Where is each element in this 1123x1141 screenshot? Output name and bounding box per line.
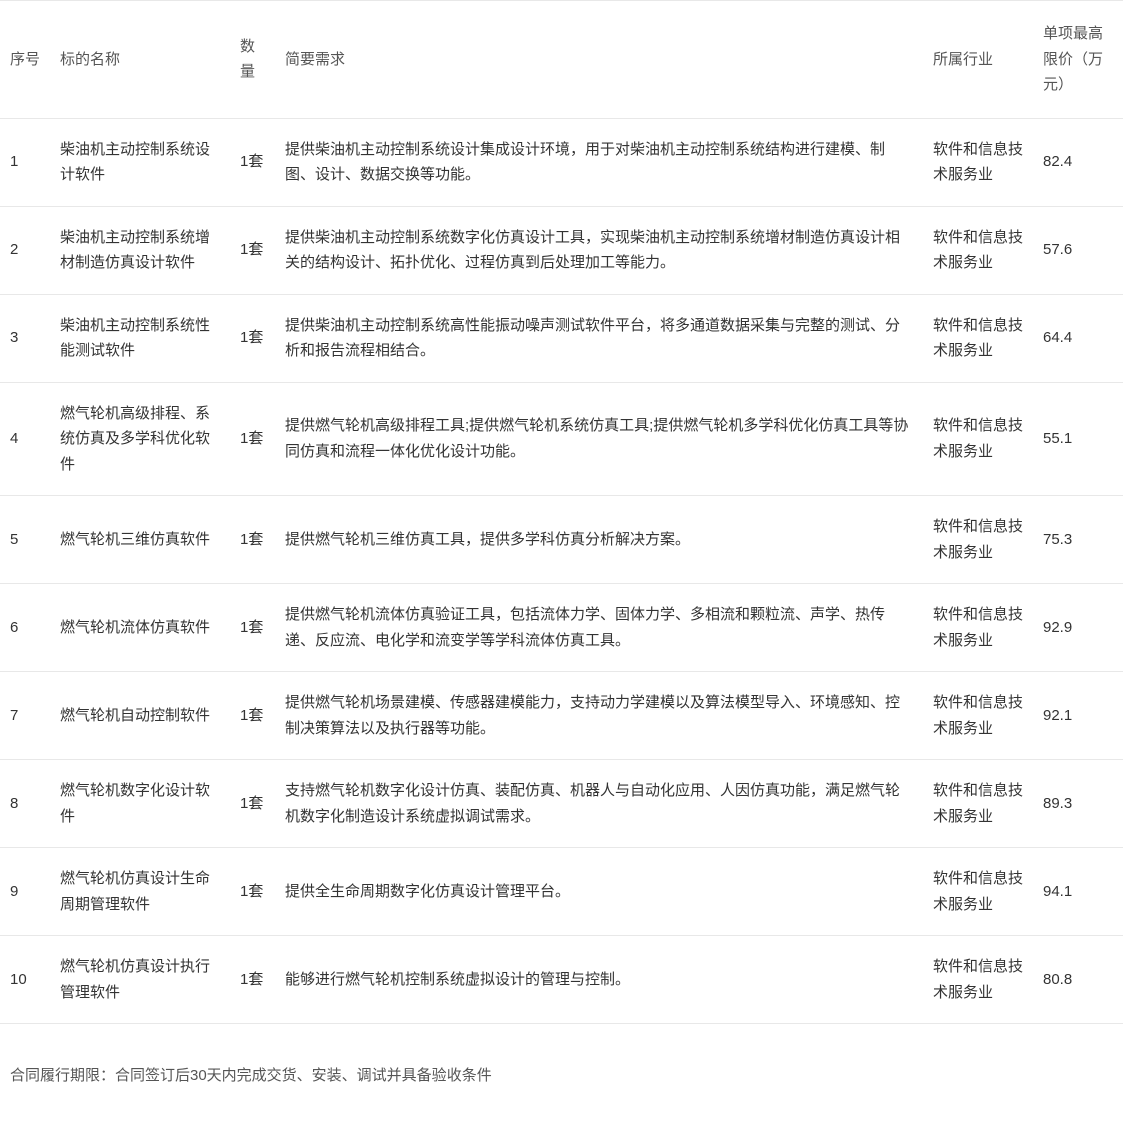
- cell-qty: 1套: [230, 848, 275, 936]
- cell-name: 燃气轮机仿真设计生命周期管理软件: [50, 848, 230, 936]
- cell-req: 提供柴油机主动控制系统高性能振动噪声测试软件平台，将多通道数据采集与完整的测试、…: [275, 294, 923, 382]
- cell-qty: 1套: [230, 584, 275, 672]
- cell-name: 燃气轮机流体仿真软件: [50, 584, 230, 672]
- cell-price: 82.4: [1033, 118, 1123, 206]
- procurement-items-table: 序号 标的名称 数量 简要需求 所属行业 单项最高限价（万元） 1柴油机主动控制…: [0, 0, 1123, 1024]
- col-header-price: 单项最高限价（万元）: [1033, 1, 1123, 119]
- cell-name: 燃气轮机三维仿真软件: [50, 496, 230, 584]
- table-row: 7燃气轮机自动控制软件1套提供燃气轮机场景建模、传感器建模能力，支持动力学建模以…: [0, 672, 1123, 760]
- table-row: 5燃气轮机三维仿真软件1套提供燃气轮机三维仿真工具，提供多学科仿真分析解决方案。…: [0, 496, 1123, 584]
- cell-qty: 1套: [230, 672, 275, 760]
- cell-price: 64.4: [1033, 294, 1123, 382]
- col-header-qty: 数量: [230, 1, 275, 119]
- cell-price: 75.3: [1033, 496, 1123, 584]
- cell-seq: 9: [0, 848, 50, 936]
- table-row: 1柴油机主动控制系统设计软件1套提供柴油机主动控制系统设计集成设计环境，用于对柴…: [0, 118, 1123, 206]
- table-header-row: 序号 标的名称 数量 简要需求 所属行业 单项最高限价（万元）: [0, 1, 1123, 119]
- cell-seq: 3: [0, 294, 50, 382]
- cell-industry: 软件和信息技术服务业: [923, 584, 1033, 672]
- cell-industry: 软件和信息技术服务业: [923, 206, 1033, 294]
- cell-qty: 1套: [230, 760, 275, 848]
- cell-industry: 软件和信息技术服务业: [923, 848, 1033, 936]
- cell-qty: 1套: [230, 294, 275, 382]
- table-row: 4燃气轮机高级排程、系统仿真及多学科优化软件1套提供燃气轮机高级排程工具;提供燃…: [0, 382, 1123, 496]
- table-row: 10燃气轮机仿真设计执行管理软件1套能够进行燃气轮机控制系统虚拟设计的管理与控制…: [0, 936, 1123, 1024]
- table-body: 1柴油机主动控制系统设计软件1套提供柴油机主动控制系统设计集成设计环境，用于对柴…: [0, 118, 1123, 1024]
- cell-name: 燃气轮机数字化设计软件: [50, 760, 230, 848]
- cell-industry: 软件和信息技术服务业: [923, 382, 1033, 496]
- cell-req: 提供柴油机主动控制系统数字化仿真设计工具，实现柴油机主动控制系统增材制造仿真设计…: [275, 206, 923, 294]
- cell-industry: 软件和信息技术服务业: [923, 496, 1033, 584]
- cell-qty: 1套: [230, 496, 275, 584]
- cell-price: 57.6: [1033, 206, 1123, 294]
- cell-qty: 1套: [230, 382, 275, 496]
- cell-industry: 软件和信息技术服务业: [923, 672, 1033, 760]
- cell-seq: 8: [0, 760, 50, 848]
- cell-name: 柴油机主动控制系统增材制造仿真设计软件: [50, 206, 230, 294]
- cell-price: 55.1: [1033, 382, 1123, 496]
- cell-name: 柴油机主动控制系统设计软件: [50, 118, 230, 206]
- cell-industry: 软件和信息技术服务业: [923, 118, 1033, 206]
- cell-seq: 10: [0, 936, 50, 1024]
- col-header-name: 标的名称: [50, 1, 230, 119]
- contract-term-note: 合同履行期限：合同签订后30天内完成交货、安装、调试并具备验收条件: [0, 1024, 1123, 1095]
- cell-name: 柴油机主动控制系统性能测试软件: [50, 294, 230, 382]
- cell-qty: 1套: [230, 118, 275, 206]
- cell-price: 92.1: [1033, 672, 1123, 760]
- cell-req: 提供柴油机主动控制系统设计集成设计环境，用于对柴油机主动控制系统结构进行建模、制…: [275, 118, 923, 206]
- cell-price: 89.3: [1033, 760, 1123, 848]
- cell-industry: 软件和信息技术服务业: [923, 294, 1033, 382]
- cell-name: 燃气轮机仿真设计执行管理软件: [50, 936, 230, 1024]
- cell-seq: 6: [0, 584, 50, 672]
- cell-seq: 1: [0, 118, 50, 206]
- table-row: 6燃气轮机流体仿真软件1套提供燃气轮机流体仿真验证工具，包括流体力学、固体力学、…: [0, 584, 1123, 672]
- table-row: 9燃气轮机仿真设计生命周期管理软件1套提供全生命周期数字化仿真设计管理平台。软件…: [0, 848, 1123, 936]
- cell-req: 支持燃气轮机数字化设计仿真、装配仿真、机器人与自动化应用、人因仿真功能，满足燃气…: [275, 760, 923, 848]
- cell-req: 提供燃气轮机流体仿真验证工具，包括流体力学、固体力学、多相流和颗粒流、声学、热传…: [275, 584, 923, 672]
- table-row: 2柴油机主动控制系统增材制造仿真设计软件1套提供柴油机主动控制系统数字化仿真设计…: [0, 206, 1123, 294]
- cell-seq: 4: [0, 382, 50, 496]
- col-header-seq: 序号: [0, 1, 50, 119]
- table-row: 3柴油机主动控制系统性能测试软件1套提供柴油机主动控制系统高性能振动噪声测试软件…: [0, 294, 1123, 382]
- cell-seq: 7: [0, 672, 50, 760]
- cell-price: 80.8: [1033, 936, 1123, 1024]
- cell-price: 92.9: [1033, 584, 1123, 672]
- cell-name: 燃气轮机自动控制软件: [50, 672, 230, 760]
- cell-industry: 软件和信息技术服务业: [923, 760, 1033, 848]
- col-header-req: 简要需求: [275, 1, 923, 119]
- cell-seq: 5: [0, 496, 50, 584]
- cell-req: 提供燃气轮机场景建模、传感器建模能力，支持动力学建模以及算法模型导入、环境感知、…: [275, 672, 923, 760]
- cell-qty: 1套: [230, 206, 275, 294]
- cell-qty: 1套: [230, 936, 275, 1024]
- cell-req: 提供燃气轮机三维仿真工具，提供多学科仿真分析解决方案。: [275, 496, 923, 584]
- cell-price: 94.1: [1033, 848, 1123, 936]
- col-header-industry: 所属行业: [923, 1, 1033, 119]
- cell-req: 提供燃气轮机高级排程工具;提供燃气轮机系统仿真工具;提供燃气轮机多学科优化仿真工…: [275, 382, 923, 496]
- cell-req: 提供全生命周期数字化仿真设计管理平台。: [275, 848, 923, 936]
- cell-industry: 软件和信息技术服务业: [923, 936, 1033, 1024]
- table-row: 8燃气轮机数字化设计软件1套支持燃气轮机数字化设计仿真、装配仿真、机器人与自动化…: [0, 760, 1123, 848]
- cell-name: 燃气轮机高级排程、系统仿真及多学科优化软件: [50, 382, 230, 496]
- cell-seq: 2: [0, 206, 50, 294]
- cell-req: 能够进行燃气轮机控制系统虚拟设计的管理与控制。: [275, 936, 923, 1024]
